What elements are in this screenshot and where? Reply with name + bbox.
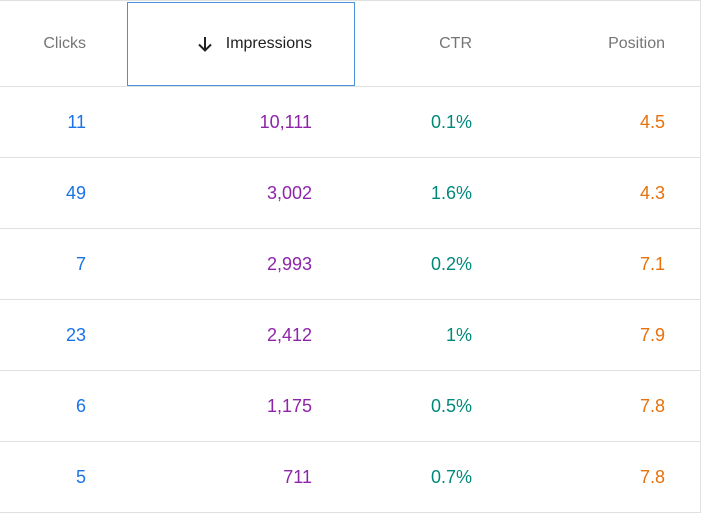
impressions-cell: 1,175 [266,395,312,416]
ctr-cell: 1.6% [430,182,472,203]
table-row[interactable]: 11 10,111 0.1% 4.5 [0,87,700,158]
impressions-cell: 711 [283,466,312,487]
table-row[interactable]: 6 1,175 0.5% 7.8 [0,371,700,442]
column-header-ctr[interactable]: CTR [355,1,472,87]
clicks-cell: 11 [67,111,86,132]
column-header-impressions[interactable]: Impressions [127,2,355,86]
ctr-cell: 0.1% [430,111,472,132]
column-header-label: CTR [439,35,472,52]
position-cell: 7.8 [639,466,665,487]
column-header-label: Position [608,35,665,52]
clicks-cell: 23 [65,324,86,345]
column-header-position[interactable]: Position [472,1,665,87]
ctr-cell: 0.7% [430,466,472,487]
position-cell: 7.8 [639,395,665,416]
impressions-cell: 10,111 [259,111,312,132]
position-cell: 4.5 [639,111,665,132]
table-row[interactable]: 49 3,002 1.6% 4.3 [0,158,700,229]
position-cell: 4.3 [639,182,665,203]
clicks-cell: 6 [75,395,86,416]
arrow-down-icon [196,35,214,53]
position-cell: 7.1 [639,253,665,274]
clicks-cell: 5 [75,466,86,487]
column-header-label: Clicks [43,35,86,52]
column-header-clicks[interactable]: Clicks [0,1,86,87]
impressions-cell: 3,002 [266,182,312,203]
column-header-label: Impressions [225,35,312,52]
ctr-cell: 1% [445,324,472,345]
impressions-cell: 2,412 [266,324,312,345]
clicks-cell: 7 [75,253,86,274]
position-cell: 7.9 [639,324,665,345]
table-row[interactable]: 23 2,412 1% 7.9 [0,300,700,371]
ctr-cell: 0.5% [430,395,472,416]
impressions-cell: 2,993 [266,253,312,274]
table-row[interactable]: 5 711 0.7% 7.8 [0,442,700,513]
table-header: Clicks Impressions CTR Position [0,1,700,87]
table-row[interactable]: 7 2,993 0.2% 7.1 [0,229,700,300]
ctr-cell: 0.2% [430,253,472,274]
clicks-cell: 49 [65,182,86,203]
